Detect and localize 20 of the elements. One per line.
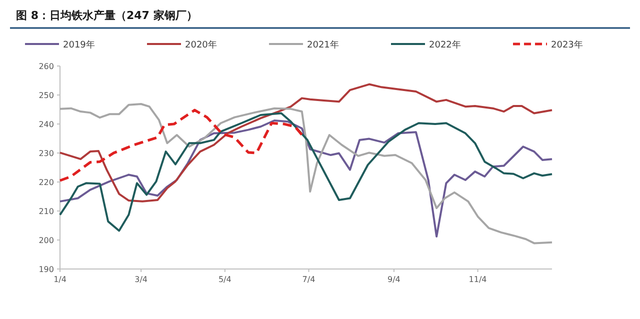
x-tick-label: 3/4 [134,275,148,284]
chart-title: 图 8：日均铁水产量（247 家钢厂） [16,9,198,22]
legend-label: 2021年 [307,40,339,50]
x-tick-label: 5/4 [218,275,232,284]
y-tick-label: 210 [38,207,54,216]
legend-label: 2020年 [185,40,217,50]
y-tick-label: 200 [38,236,54,245]
y-tick-label: 230 [38,149,54,158]
x-tick-label: 9/4 [388,275,400,284]
legend-label: 2022年 [429,40,461,50]
y-tick-label: 260 [38,62,54,71]
y-tick-label: 220 [38,178,54,187]
x-tick-label: 7/4 [302,275,316,284]
legend-label: 2023年 [551,40,583,50]
y-tick-label: 250 [38,91,54,100]
y-tick-label: 240 [38,120,54,129]
x-tick-label: 11/4 [468,275,487,284]
y-tick-label: 190 [38,265,54,274]
x-tick-label: 1/4 [54,275,66,284]
legend-label: 2019年 [63,40,95,50]
